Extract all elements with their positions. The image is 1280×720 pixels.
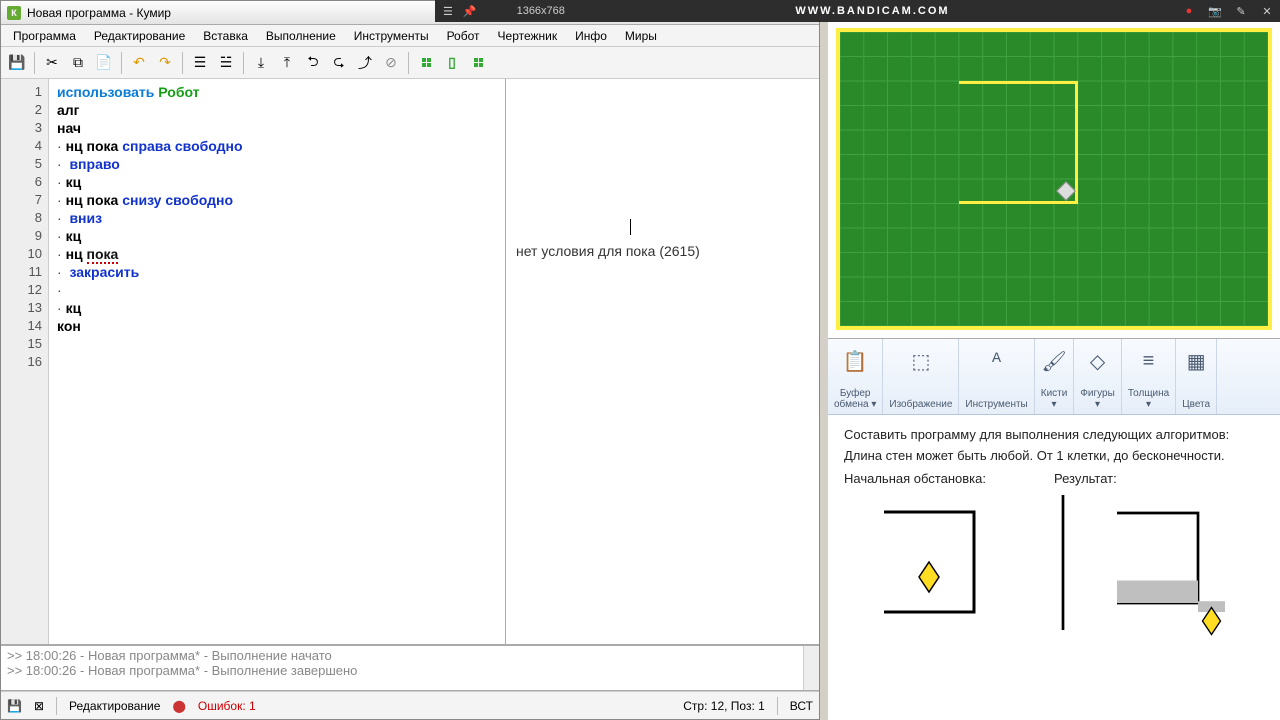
code-pane[interactable]: 12345678910111213141516 использовать Роб… (1, 79, 506, 644)
ribbon-icon: ▦ (1187, 343, 1206, 379)
menu-Робот[interactable]: Робот (439, 27, 488, 45)
ribbon: 📋 Буфер обмена ▾ ⬚ Изображение ᴬ Инструменты 🖌… (828, 339, 1280, 415)
menubar[interactable]: ПрограммаРедактированиеВставкаВыполнение… (1, 25, 819, 47)
menu-Программа[interactable]: Программа (5, 27, 84, 45)
dot-icon: ⬤ (172, 699, 185, 713)
diagram-initial: Начальная обстановка: (844, 471, 1024, 645)
kumir-app-icon: К (7, 6, 21, 20)
ribbon-label: Буфер обмена ▾ (834, 388, 876, 412)
copy-icon[interactable]: ⧉ (66, 51, 90, 75)
bandicam-bar: ☰ 📌 1366x768 WWW.BANDICAM.COM ● 📷 ✎ ✕ (435, 0, 1280, 22)
ribbon-icon: 🖌 (1041, 343, 1066, 379)
grid2-icon[interactable]: ▯ (440, 51, 464, 75)
rec-icon[interactable]: ● (1180, 5, 1198, 18)
kumir-title: Новая программа - Кумир (27, 6, 171, 20)
diagram-caption: Результат: (1054, 471, 1234, 486)
ribbon-icon: 📋 (843, 343, 868, 379)
ribbon-icon: ≡ (1143, 343, 1155, 379)
task-line: Составить программу для выполнения следу… (844, 427, 1264, 442)
diagram-result: Результат: (1054, 471, 1234, 645)
robot-field[interactable] (836, 28, 1272, 330)
step-into-icon[interactable]: ⮎ (327, 51, 351, 75)
run-icon[interactable]: ⤓ (249, 51, 273, 75)
close-icon[interactable]: ✕ (1258, 5, 1276, 18)
status-ins: ВСТ (790, 699, 813, 713)
save-icon[interactable]: 💾 (5, 51, 29, 75)
step-out-icon[interactable]: ⤴ (353, 51, 377, 75)
menu-Инструменты[interactable]: Инструменты (346, 27, 437, 45)
menu-Вставка[interactable]: Вставка (195, 27, 256, 45)
pin-icon: 📌 (463, 5, 477, 18)
list2-icon[interactable]: ☱ (214, 51, 238, 75)
resolution: 1366x768 (517, 5, 565, 17)
status-mode: Редактирование (69, 699, 160, 713)
task-document: Составить программу для выполнения следу… (828, 415, 1280, 657)
grid1-icon[interactable] (414, 51, 438, 75)
scrollbar[interactable] (803, 646, 819, 690)
console-line: >> 18:00:26 - Новая программа* - Выполне… (7, 663, 813, 678)
toolbar: 💾 ✂ ⧉ 📄 ↶ ↷ ☰ ☱ ⤓ ⤒ ⮌ ⮎ ⤴ ⊘ ▯ (1, 47, 819, 79)
line-gutter: 12345678910111213141516 (1, 79, 49, 644)
ribbon-Буфер[interactable]: 📋 Буфер обмена ▾ (828, 339, 883, 414)
step-icon[interactable]: ⤒ (275, 51, 299, 75)
cut-icon[interactable]: ✂ (40, 51, 64, 75)
ribbon-label: Фигуры ▾ (1080, 388, 1114, 412)
ribbon-label: Инструменты (965, 399, 1027, 412)
ribbon-icon: ◇ (1090, 343, 1105, 379)
ribbon-Кисти[interactable]: 🖌 Кисти ▾ (1035, 339, 1075, 414)
paste-icon[interactable]: 📄 (92, 51, 116, 75)
menu-Инфо[interactable]: Инфо (567, 27, 615, 45)
status-errors: Ошибок: 1 (198, 699, 256, 713)
bandicam-logo: WWW.BANDICAM.COM (565, 5, 1180, 17)
menu-Миры[interactable]: Миры (617, 27, 665, 45)
statusbar: 💾 ⊠ Редактирование ⬤ Ошибок: 1 Стр: 12, … (1, 691, 819, 719)
menu-Чертежник[interactable]: Чертежник (490, 27, 566, 45)
grid3-icon[interactable] (466, 51, 490, 75)
robot-window: Робот - временная (828, 0, 1280, 338)
close-doc-icon[interactable]: ⊠ (34, 699, 44, 713)
save-status-icon[interactable]: 💾 (7, 699, 22, 713)
ribbon-Толщина[interactable]: ≡ Толщина ▾ (1122, 339, 1176, 414)
menu-Выполнение[interactable]: Выполнение (258, 27, 344, 45)
menu-Редактирование[interactable]: Редактирование (86, 27, 193, 45)
camera-icon[interactable]: 📷 (1206, 5, 1224, 18)
code-editor[interactable]: использовать Роботалгнач· нц пока справа… (49, 79, 505, 644)
console: >> 18:00:26 - Новая программа* - Выполне… (1, 645, 819, 691)
ribbon-label: Кисти ▾ (1041, 388, 1068, 412)
ribbon-Фигуры[interactable]: ◇ Фигуры ▾ (1074, 339, 1121, 414)
hamburger-icon: ☰ (443, 5, 453, 18)
inner-wall (959, 81, 1078, 204)
list-icon[interactable]: ☰ (188, 51, 212, 75)
ribbon-Изображение[interactable]: ⬚ Изображение (883, 339, 959, 414)
text-cursor (630, 219, 631, 235)
console-line: >> 18:00:26 - Новая программа* - Выполне… (7, 648, 813, 663)
ribbon-icon: ᴬ (992, 343, 1001, 379)
kumir-window: К Новая программа - Кумир ПрограммаРедак… (0, 0, 820, 720)
ribbon-label: Изображение (889, 399, 952, 412)
status-pos: Стр: 12, Поз: 1 (683, 699, 765, 713)
redo-icon[interactable]: ↷ (153, 51, 177, 75)
step-over-icon[interactable]: ⮌ (301, 51, 325, 75)
ribbon-label: Цвета (1182, 399, 1210, 412)
editor-area: 12345678910111213141516 использовать Роб… (1, 79, 819, 645)
ribbon-Цвета[interactable]: ▦ Цвета (1176, 339, 1217, 414)
diagram-caption: Начальная обстановка: (844, 471, 1024, 486)
ribbon-label: Толщина ▾ (1128, 388, 1169, 412)
paint-window: 📋 Буфер обмена ▾ ⬚ Изображение ᴬ Инструменты 🖌… (828, 338, 1280, 720)
undo-icon[interactable]: ↶ (127, 51, 151, 75)
task-line: Длина стен может быть любой. От 1 клетки… (844, 448, 1264, 463)
stop-icon[interactable]: ⊘ (379, 51, 403, 75)
ribbon-Инструменты[interactable]: ᴬ Инструменты (959, 339, 1034, 414)
ribbon-icon: ⬚ (911, 343, 930, 379)
error-message: нет условия для пока (2615) (516, 243, 809, 259)
pencil-icon[interactable]: ✎ (1232, 5, 1250, 18)
output-pane: нет условия для пока (2615) (506, 79, 819, 644)
